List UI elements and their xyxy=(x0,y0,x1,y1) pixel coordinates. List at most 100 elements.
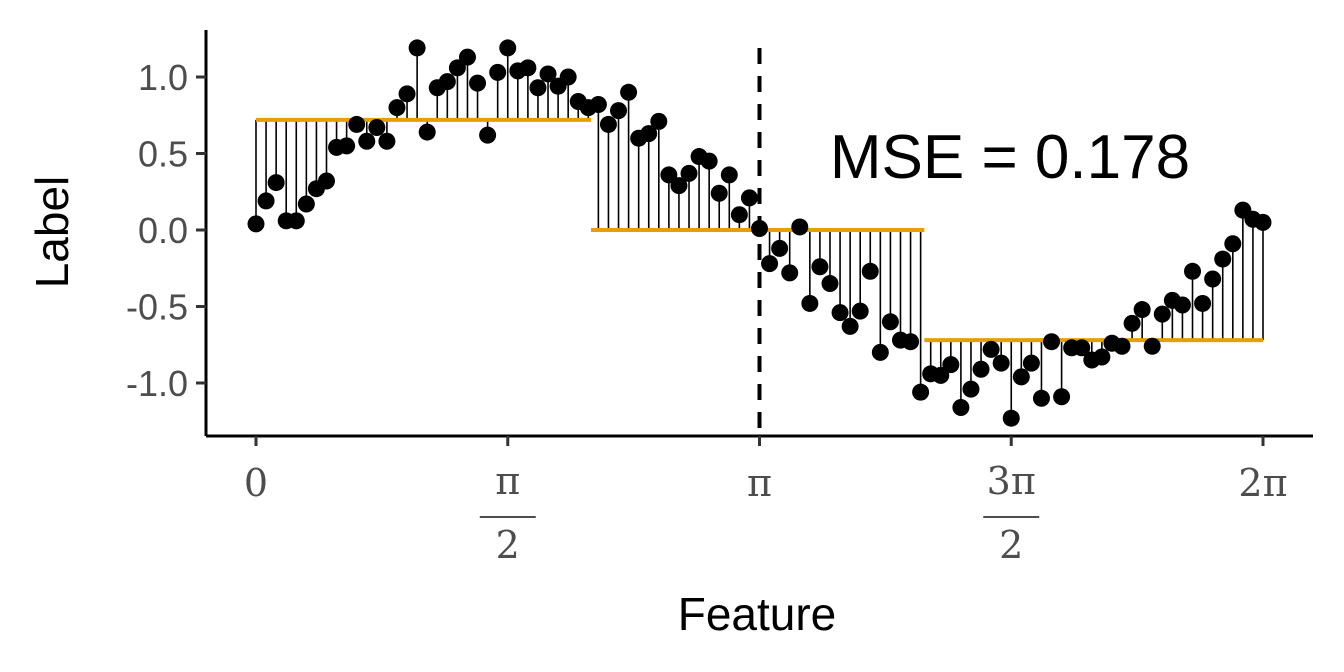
data-point xyxy=(1002,409,1020,427)
data-point xyxy=(529,79,547,97)
data-point xyxy=(912,383,930,401)
data-point xyxy=(469,74,487,92)
data-point xyxy=(992,354,1010,372)
data-point xyxy=(499,39,517,57)
data-point xyxy=(710,184,728,202)
data-point xyxy=(680,164,698,182)
y-tick-label: 1.0 xyxy=(138,57,188,98)
data-point xyxy=(841,317,859,335)
x-tick-label: 2π xyxy=(1238,461,1287,505)
x-tick-label-numerator: 3π xyxy=(987,459,1036,503)
data-point xyxy=(610,102,628,120)
data-point xyxy=(1022,354,1040,372)
data-point xyxy=(982,340,1000,358)
data-point xyxy=(700,152,718,170)
data-point xyxy=(650,112,668,130)
data-point xyxy=(287,212,305,230)
data-point xyxy=(1204,270,1222,288)
data-point xyxy=(781,264,799,282)
data-point xyxy=(257,192,275,210)
data-point xyxy=(378,132,396,150)
data-point xyxy=(348,115,366,133)
data-point xyxy=(539,65,557,83)
data-point xyxy=(791,218,809,236)
data-point xyxy=(519,59,537,77)
data-point xyxy=(740,189,758,207)
data-point xyxy=(821,275,839,293)
data-point xyxy=(670,177,688,195)
data-point xyxy=(1012,368,1030,386)
data-point xyxy=(338,137,356,155)
data-point xyxy=(1043,333,1061,351)
data-point xyxy=(267,174,285,192)
data-points xyxy=(247,39,1272,427)
data-point xyxy=(1153,305,1171,323)
data-point xyxy=(418,123,436,141)
data-point xyxy=(1073,339,1091,357)
y-tick-label: -0.5 xyxy=(126,287,188,328)
data-point xyxy=(1214,250,1232,268)
data-point xyxy=(962,380,980,398)
x-axis-title: Feature xyxy=(678,588,837,640)
data-point xyxy=(408,39,426,57)
x-tick-label-denominator: 2 xyxy=(496,523,520,567)
data-point xyxy=(438,73,456,91)
y-axis-ticks: 1.0 0.5 0.0 -0.5 -1.0 xyxy=(126,57,206,404)
data-point xyxy=(761,255,779,273)
data-point xyxy=(881,313,899,331)
data-point xyxy=(1093,348,1111,366)
data-point xyxy=(942,356,960,374)
data-point xyxy=(771,239,789,257)
data-point xyxy=(1254,213,1272,231)
data-point xyxy=(932,366,950,384)
x-tick-label-denominator: 2 xyxy=(999,523,1023,567)
data-point xyxy=(1032,389,1050,407)
data-point xyxy=(1123,314,1141,332)
data-point xyxy=(640,125,658,143)
data-point xyxy=(720,166,738,184)
x-tick-label: π xyxy=(747,461,772,505)
data-point xyxy=(368,118,386,136)
data-point xyxy=(247,215,265,233)
data-point xyxy=(1194,294,1212,312)
data-point xyxy=(589,96,607,114)
data-point xyxy=(1113,337,1131,355)
x-tick-label-numerator: π xyxy=(495,459,520,503)
data-point xyxy=(620,83,638,101)
data-point xyxy=(730,206,748,224)
data-point xyxy=(871,343,889,361)
data-point xyxy=(458,48,476,66)
data-point xyxy=(902,333,920,351)
data-point xyxy=(559,68,577,86)
data-point xyxy=(1133,301,1151,319)
data-point xyxy=(851,302,869,320)
y-tick-label: -1.0 xyxy=(126,363,188,404)
data-point xyxy=(1184,262,1202,280)
data-point xyxy=(861,262,879,280)
data-point xyxy=(398,85,416,103)
mse-annotation: MSE = 0.178 xyxy=(830,123,1190,192)
data-point xyxy=(1173,296,1191,314)
data-point xyxy=(660,166,678,184)
y-tick-label: 0.0 xyxy=(138,210,188,251)
data-point xyxy=(479,126,497,144)
data-point xyxy=(1224,235,1242,253)
y-tick-label: 0.5 xyxy=(138,134,188,175)
x-tick-label: 0 xyxy=(244,461,268,505)
data-point xyxy=(1053,388,1071,406)
y-axis-title: Label xyxy=(26,176,78,289)
data-point xyxy=(972,360,990,378)
data-point xyxy=(489,63,507,81)
data-point xyxy=(801,294,819,312)
data-point xyxy=(1143,337,1161,355)
data-point xyxy=(317,172,335,190)
data-point xyxy=(358,132,376,150)
data-point xyxy=(388,99,406,117)
data-point xyxy=(297,195,315,213)
data-point xyxy=(448,59,466,77)
data-point xyxy=(952,398,970,416)
data-point xyxy=(599,115,617,133)
data-point xyxy=(831,304,849,322)
